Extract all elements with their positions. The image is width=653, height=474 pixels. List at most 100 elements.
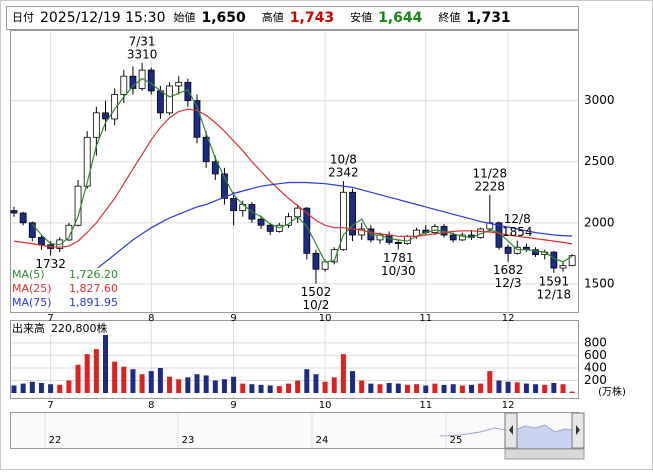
volume-bar	[38, 382, 44, 393]
volume-bar	[340, 354, 346, 393]
volume-bar	[176, 379, 182, 393]
annotation-date: 7/31	[129, 34, 156, 48]
navigator-label: 25	[450, 435, 463, 446]
candle-body	[120, 75, 128, 95]
annotation-value: 1732	[35, 257, 66, 271]
header-text: 1,743	[290, 10, 334, 26]
volume-bar	[505, 381, 511, 393]
volume-panel	[10, 320, 579, 399]
candle-body	[294, 207, 302, 218]
volume-bar	[295, 380, 301, 393]
volume-bar	[249, 384, 255, 393]
volume-bar	[331, 377, 337, 393]
candle-body	[257, 218, 265, 226]
candle-body	[513, 246, 521, 254]
candle-body	[83, 136, 91, 187]
handle-arrow	[576, 425, 580, 435]
volume-bar	[533, 384, 539, 393]
candle-body	[303, 207, 311, 254]
header-text: 安値	[350, 10, 372, 24]
handle-arrow	[509, 425, 513, 435]
candle-body	[147, 69, 155, 92]
volume-bar	[48, 384, 54, 393]
legend-value: 1,726.20	[69, 268, 118, 281]
candle-body	[10, 210, 18, 214]
candle-body	[230, 197, 238, 211]
candle-body	[184, 81, 192, 102]
volume-bar	[112, 361, 118, 393]
volume-bar	[221, 379, 227, 393]
navigator-line	[439, 424, 573, 437]
volume-bar	[514, 382, 520, 393]
month-label: 7	[47, 313, 53, 324]
volume-bar	[93, 349, 99, 393]
annotation-value: 1591	[539, 274, 570, 288]
volume-bar	[496, 380, 502, 393]
volume-bar	[75, 364, 81, 393]
volume-label-bg	[11, 321, 121, 335]
candle-body	[202, 136, 210, 163]
annotation-value: 3310	[127, 47, 158, 61]
header-text: 1,731	[466, 10, 510, 26]
candle-body	[449, 234, 457, 241]
volume-bar	[130, 369, 136, 393]
volume-bar	[423, 385, 429, 393]
legend-value: 1,827.60	[69, 282, 118, 295]
legend-name: MA(25)	[12, 282, 52, 295]
legend-name: MA(5)	[12, 268, 45, 281]
annotation-date: 11/28	[473, 166, 508, 180]
ma-line	[13, 108, 573, 248]
volume-bar	[441, 384, 447, 393]
candle-body	[211, 161, 219, 175]
volume-bar	[157, 367, 163, 393]
volume-bar	[203, 375, 209, 393]
candle-body	[102, 112, 109, 120]
header-box	[6, 6, 579, 30]
header-text: 終値	[438, 10, 460, 24]
header-text: 2025/12/19 15:30	[40, 10, 166, 26]
volume-bar	[185, 377, 191, 393]
candle-body	[504, 246, 512, 254]
candle-body	[166, 85, 173, 114]
volume-bar	[267, 385, 273, 393]
candle-body	[321, 261, 329, 270]
volume-bar	[57, 384, 63, 393]
volume-bar	[560, 384, 566, 393]
candle-body	[221, 173, 228, 199]
candle-body	[312, 252, 320, 270]
ma-line	[31, 77, 573, 263]
scrollbar-thumb[interactable]	[504, 448, 585, 460]
volume-bar	[29, 381, 35, 393]
month-label: 8	[148, 400, 154, 411]
volume-bar	[313, 374, 319, 393]
month-label: 12	[502, 400, 515, 411]
annotation-value: 1682	[493, 263, 524, 277]
month-label: 11	[419, 400, 432, 411]
volume-bar	[322, 381, 328, 393]
candle-body	[266, 224, 274, 232]
legend-name: MA(75)	[12, 296, 52, 309]
candle-body	[550, 251, 558, 269]
y-tick-label: 2500	[584, 154, 615, 168]
header-text: 日付	[12, 11, 34, 24]
candle-body	[193, 100, 201, 138]
y-tick-label: 3000	[584, 93, 615, 107]
volume-bar	[386, 382, 392, 393]
volume-bar	[404, 384, 410, 393]
annotation-date: 10/30	[381, 264, 416, 278]
volume-bar	[194, 374, 200, 393]
volume-bar	[231, 376, 237, 393]
navigator-label: 22	[49, 435, 62, 446]
legend-value: 1,891.95	[69, 296, 118, 309]
navigator-label: 23	[182, 435, 195, 446]
candle-body	[349, 191, 356, 236]
volume-bar	[240, 383, 246, 393]
header-text: 1,650	[202, 10, 247, 26]
volume-bar	[286, 383, 291, 393]
annotation-date: 10/8	[330, 153, 357, 167]
legend-box	[11, 268, 119, 310]
candle-body	[111, 94, 119, 120]
candle-body	[74, 185, 82, 226]
volume-bar	[487, 371, 493, 393]
